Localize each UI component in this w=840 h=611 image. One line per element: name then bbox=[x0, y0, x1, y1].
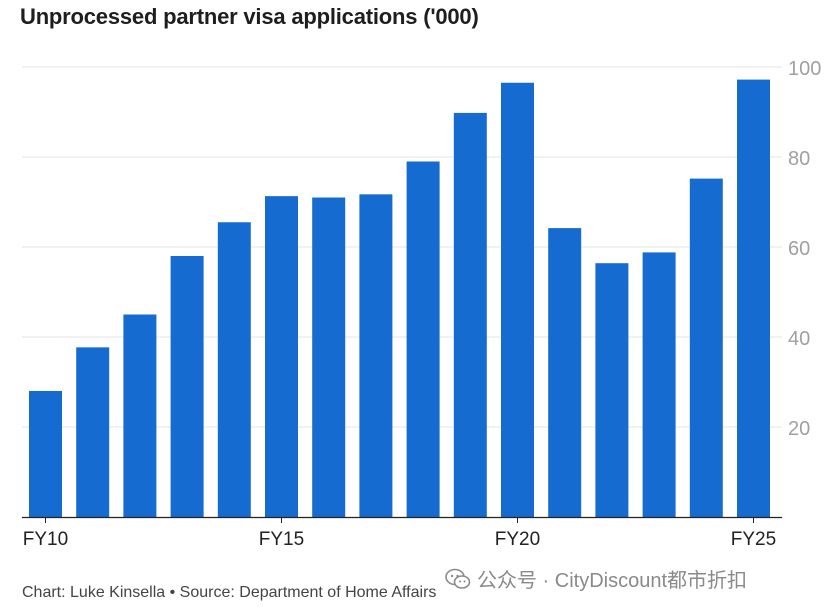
chart-source-credit: Chart: Luke Kinsella • Source: Departmen… bbox=[22, 584, 437, 601]
bar bbox=[123, 314, 157, 517]
bar bbox=[217, 222, 251, 517]
x-tick-label: FY20 bbox=[495, 529, 540, 550]
watermark-text: 公众号 · CityDiscount都市折扣 bbox=[477, 570, 748, 592]
bar bbox=[689, 178, 723, 517]
bar bbox=[29, 391, 62, 517]
bar bbox=[312, 197, 346, 517]
chart-title: Unprocessed partner visa applications ('… bbox=[20, 4, 479, 29]
bar bbox=[406, 161, 440, 517]
y-tick-label: 80 bbox=[788, 148, 810, 170]
bar bbox=[548, 228, 582, 517]
y-tick-label: 100 bbox=[788, 58, 821, 80]
x-tick-label: FY10 bbox=[23, 529, 68, 550]
y-tick-label: 60 bbox=[788, 238, 810, 260]
bar bbox=[359, 194, 393, 517]
bar bbox=[170, 256, 204, 517]
bar bbox=[453, 112, 487, 518]
bar bbox=[76, 347, 110, 517]
bar bbox=[642, 252, 676, 517]
bar bbox=[501, 82, 534, 517]
bar bbox=[595, 263, 629, 517]
y-tick-label: 40 bbox=[788, 328, 810, 350]
bar bbox=[737, 79, 770, 517]
bar bbox=[265, 196, 298, 517]
wechat-icon bbox=[445, 568, 471, 589]
y-tick-label: 20 bbox=[788, 418, 810, 440]
watermark: 公众号 · CityDiscount都市折扣 bbox=[445, 564, 747, 593]
x-tick-label: FY15 bbox=[259, 529, 304, 550]
x-tick-label: FY25 bbox=[731, 529, 776, 550]
